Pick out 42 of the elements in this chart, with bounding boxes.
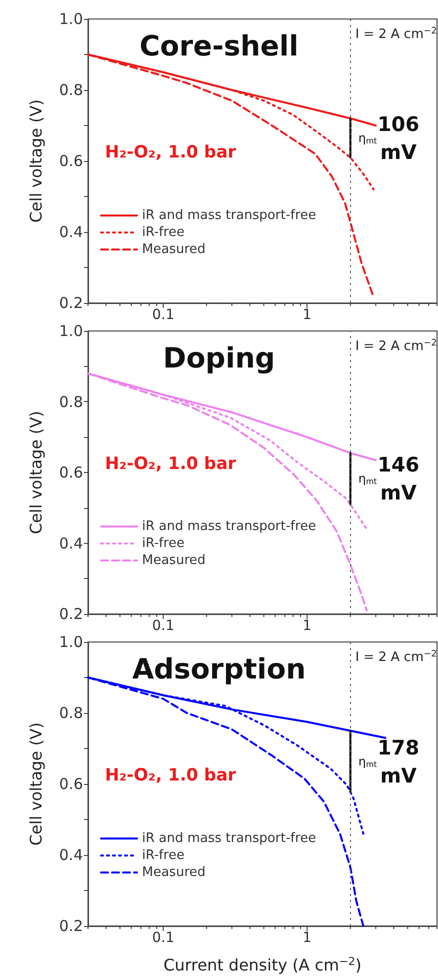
y-tick-label: 0.6 <box>59 775 83 793</box>
y-tick-label: 0.6 <box>59 152 83 170</box>
legend-label: iR and mass transport-free <box>142 831 316 846</box>
legend-label: iR-free <box>142 225 184 240</box>
y-tick-label: 1.0 <box>59 10 83 28</box>
y-tick-label: 0.6 <box>59 464 83 482</box>
y-tick-label: 0.8 <box>59 704 83 722</box>
y-tick-label: 0.2 <box>59 605 83 623</box>
legend-label: iR and mass transport-free <box>142 208 316 223</box>
legend-label: Measured <box>142 242 206 257</box>
annotation: H₂-O₂, 1.0 bar <box>105 765 237 786</box>
y-tick-label: 0.8 <box>59 81 83 99</box>
chart-title: Core-shell <box>140 30 298 62</box>
chart-title: Adsorption <box>132 652 306 686</box>
x-tick-label: 1 <box>302 307 312 323</box>
y-tick-label: 1.0 <box>59 633 83 651</box>
x-tick-label: 1 <box>302 930 312 946</box>
y-axis-title: Cell voltage (V) <box>26 410 46 534</box>
annotation: 178 mV <box>378 735 420 788</box>
y-tick-label: 0.2 <box>59 294 83 312</box>
y-axis-title: Cell voltage (V) <box>26 722 46 846</box>
legend-label: Measured <box>142 553 206 568</box>
y-tick-label: 0.2 <box>59 917 83 935</box>
x-tick-label: 0.1 <box>152 618 174 634</box>
y-tick-label: 1.0 <box>59 322 83 340</box>
y-tick-label: 0.4 <box>59 534 83 552</box>
y-axis-title: Cell voltage (V) <box>26 99 46 223</box>
annotation: H₂-O₂, 1.0 bar <box>105 454 237 474</box>
legend-label: iR and mass transport-free <box>142 519 316 534</box>
legend-label: iR-free <box>142 848 184 863</box>
legend-label: iR-free <box>142 536 184 551</box>
y-tick-label: 0.4 <box>59 846 83 864</box>
x-tick-label: 1 <box>302 618 312 634</box>
legend-label: Measured <box>142 865 206 880</box>
chart-title: Doping <box>162 342 276 374</box>
annotation: 146 mV <box>378 452 420 505</box>
annotation: H₂-O₂, 1.0 bar <box>105 142 237 162</box>
x-tick-label: 0.1 <box>152 307 174 323</box>
y-tick-label: 0.4 <box>59 223 83 241</box>
x-tick-label: 0.1 <box>152 930 174 946</box>
y-tick-label: 0.8 <box>59 392 83 411</box>
annotation: 106 mV <box>378 112 420 164</box>
